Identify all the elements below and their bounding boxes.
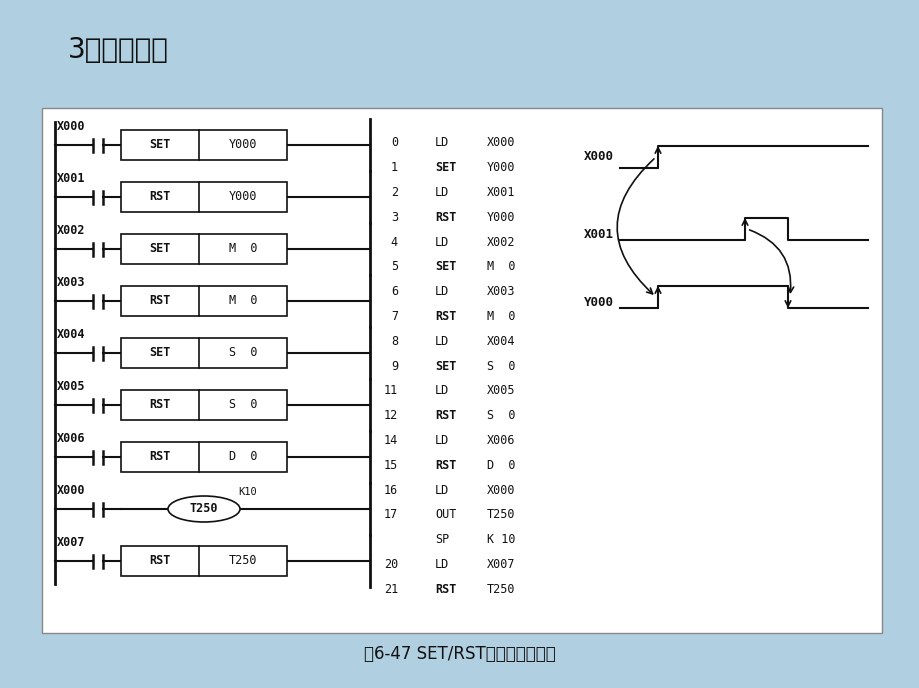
Text: X000: X000 [57,120,85,133]
Text: LD: LD [435,385,448,398]
Bar [121,130,287,160]
Text: RST: RST [435,459,456,472]
Bar [121,442,287,472]
Text: RST: RST [149,451,171,464]
Text: SET: SET [149,347,171,360]
Text: SP: SP [435,533,448,546]
Text: 3: 3 [391,211,398,224]
Text: M  0: M 0 [486,261,515,274]
Text: LD: LD [435,484,448,497]
Text: 0: 0 [391,136,398,149]
Text: SET: SET [435,161,456,174]
Text: RST: RST [435,409,456,422]
Text: Y000: Y000 [486,211,515,224]
Text: D  0: D 0 [229,451,257,464]
Text: 11: 11 [383,385,398,398]
Text: RST: RST [149,398,171,411]
Text: X004: X004 [57,328,85,341]
Ellipse shape [168,496,240,522]
Text: RST: RST [435,211,456,224]
Text: OUT: OUT [435,508,456,522]
Bar [121,286,287,316]
Text: Y000: Y000 [486,161,515,174]
Text: X002: X002 [486,236,515,248]
Text: X001: X001 [486,186,515,199]
Bar [121,234,287,264]
Text: 21: 21 [383,583,398,596]
Bar [121,390,287,420]
Text: 14: 14 [383,434,398,447]
Text: RST: RST [435,583,456,596]
Text: 12: 12 [383,409,398,422]
Text: LD: LD [435,434,448,447]
Text: M  0: M 0 [486,310,515,323]
Text: D  0: D 0 [486,459,515,472]
Bar [42,108,881,633]
Bar [121,338,287,368]
Text: X005: X005 [486,385,515,398]
Text: X004: X004 [486,335,515,348]
Text: 3．编程应用: 3．编程应用 [68,36,169,64]
Bar [121,182,287,212]
Text: S  0: S 0 [229,347,257,360]
Text: SET: SET [149,138,171,151]
Text: X003: X003 [486,286,515,299]
Text: X003: X003 [57,277,85,290]
Text: 4: 4 [391,236,398,248]
Text: SET: SET [435,261,456,274]
Text: X007: X007 [57,537,85,550]
Text: S  0: S 0 [486,360,515,373]
Text: 1: 1 [391,161,398,174]
Text: Y000: Y000 [229,191,257,204]
Text: X000: X000 [584,151,613,164]
Text: LD: LD [435,236,448,248]
Text: X000: X000 [486,484,515,497]
Text: X006: X006 [57,433,85,446]
Text: T250: T250 [486,583,515,596]
Text: X001: X001 [584,228,613,241]
Text: 8: 8 [391,335,398,348]
Text: 20: 20 [383,558,398,571]
Text: X002: X002 [57,224,85,237]
Text: 图6-47 SET/RST指令的编程应用: 图6-47 SET/RST指令的编程应用 [364,645,555,663]
Text: X000: X000 [486,136,515,149]
Text: X001: X001 [57,173,85,186]
Text: K10: K10 [238,487,256,497]
Text: M  0: M 0 [229,294,257,308]
Text: SET: SET [435,360,456,373]
Text: LD: LD [435,286,448,299]
Text: K 10: K 10 [486,533,515,546]
Text: M  0: M 0 [229,242,257,255]
Text: 5: 5 [391,261,398,274]
Text: 15: 15 [383,459,398,472]
Text: X007: X007 [486,558,515,571]
Text: LD: LD [435,186,448,199]
Text: SET: SET [149,242,171,255]
Text: Y000: Y000 [584,297,613,310]
Text: LD: LD [435,335,448,348]
Text: RST: RST [149,555,171,568]
Text: X005: X005 [57,380,85,394]
Text: 16: 16 [383,484,398,497]
Text: X006: X006 [486,434,515,447]
Bar [121,546,287,576]
Text: X000: X000 [57,484,85,497]
Text: S  0: S 0 [486,409,515,422]
Text: T250: T250 [486,508,515,522]
Text: Y000: Y000 [229,138,257,151]
Text: 17: 17 [383,508,398,522]
Text: S  0: S 0 [229,398,257,411]
Text: RST: RST [149,191,171,204]
Text: 9: 9 [391,360,398,373]
Text: RST: RST [149,294,171,308]
Text: T250: T250 [189,502,218,515]
Text: 7: 7 [391,310,398,323]
Text: LD: LD [435,558,448,571]
Text: T250: T250 [229,555,257,568]
Text: LD: LD [435,136,448,149]
Text: RST: RST [435,310,456,323]
Text: 2: 2 [391,186,398,199]
Text: 6: 6 [391,286,398,299]
